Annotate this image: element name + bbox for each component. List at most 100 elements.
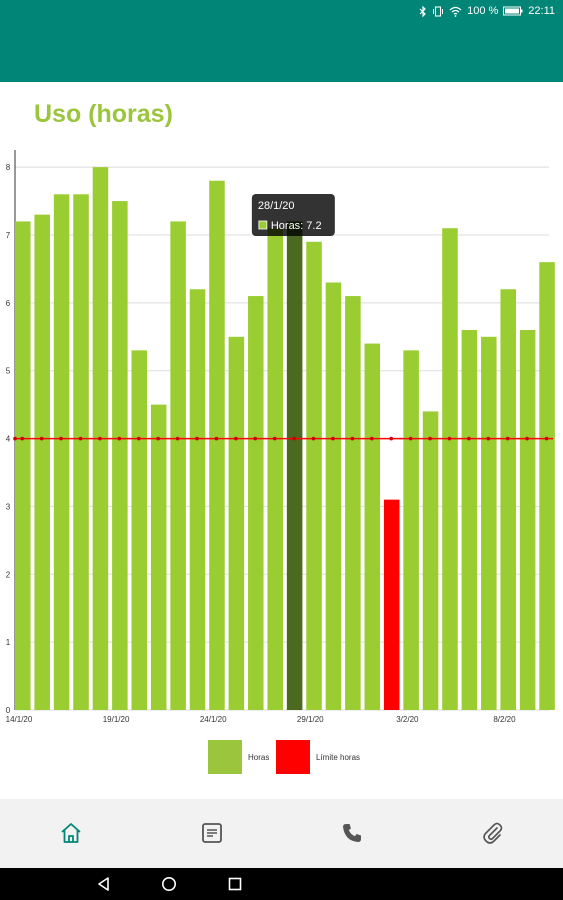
y-tick-label: 6 xyxy=(6,299,11,308)
recents-icon[interactable] xyxy=(227,876,243,892)
limit-point xyxy=(98,436,102,441)
legend-swatch-limite xyxy=(276,740,310,774)
bar[interactable] xyxy=(422,411,439,710)
bottom-navigation xyxy=(0,799,563,868)
limit-point xyxy=(214,436,219,441)
paperclip-icon xyxy=(483,822,503,844)
bar[interactable] xyxy=(248,296,264,710)
bar[interactable] xyxy=(34,214,50,710)
limit-point xyxy=(331,436,335,441)
limit-point xyxy=(525,436,529,441)
bar[interactable] xyxy=(209,180,225,710)
limit-point xyxy=(428,436,432,441)
limit-point xyxy=(20,436,25,441)
limit-point xyxy=(39,436,44,441)
tooltip: 28/1/20 Horas: 7.2 xyxy=(251,194,335,236)
bar[interactable] xyxy=(364,343,381,710)
limit-point xyxy=(369,436,374,441)
app-bar xyxy=(0,24,563,82)
limit-point xyxy=(505,436,510,441)
bar[interactable] xyxy=(170,221,186,710)
vibrate-icon xyxy=(433,5,444,17)
clock: 22:11 xyxy=(528,5,555,17)
home-icon xyxy=(61,823,81,843)
nav-notes-button[interactable] xyxy=(198,819,226,847)
limit-point xyxy=(544,436,549,441)
system-navigation-bar xyxy=(0,868,563,900)
bar[interactable] xyxy=(403,350,419,710)
limit-point xyxy=(389,436,394,441)
x-tick-label: 19/1/20 xyxy=(103,715,130,724)
limit-point xyxy=(13,436,17,441)
bar[interactable] xyxy=(112,201,128,711)
chart-legend: Horas Límite horas xyxy=(0,740,563,776)
limit-point xyxy=(59,436,63,441)
limit-point xyxy=(253,436,258,441)
battery-percent: 100 % xyxy=(467,5,499,17)
bar[interactable] xyxy=(131,350,148,710)
tooltip-date: 28/1/20 xyxy=(258,200,295,212)
bar[interactable] xyxy=(228,336,245,710)
x-tick-label: 14/1/20 xyxy=(6,715,33,724)
nav-attachments-button[interactable] xyxy=(479,819,507,847)
y-tick-label: 7 xyxy=(6,231,11,240)
limit-point xyxy=(195,436,199,441)
bar[interactable] xyxy=(519,330,536,710)
battery-icon xyxy=(503,6,523,16)
bar[interactable] xyxy=(267,228,283,710)
y-tick-label: 0 xyxy=(6,706,11,715)
legend-item-horas: Horas xyxy=(208,740,269,774)
x-tick-label: 8/2/20 xyxy=(493,715,516,724)
limit-point xyxy=(156,436,160,441)
tooltip-label: Horas: 7.2 xyxy=(271,220,322,232)
bar[interactable] xyxy=(500,289,516,710)
bar[interactable] xyxy=(150,404,167,710)
bar[interactable] xyxy=(53,194,70,710)
page-title: Uso (horas) xyxy=(34,100,173,128)
y-tick-label: 8 xyxy=(6,163,11,172)
y-tick-label: 3 xyxy=(6,502,11,511)
bar[interactable] xyxy=(73,194,89,710)
x-tick-label: 29/1/20 xyxy=(297,715,324,724)
legend-label-horas: Horas xyxy=(248,752,270,762)
limit-point xyxy=(292,436,296,441)
limit-point xyxy=(117,436,122,441)
bar[interactable] xyxy=(383,499,400,710)
bar[interactable] xyxy=(286,221,303,710)
bar[interactable] xyxy=(306,241,322,710)
tooltip-box xyxy=(251,194,335,236)
bar[interactable] xyxy=(481,336,497,710)
nav-home-button[interactable] xyxy=(57,819,85,847)
tooltip-swatch xyxy=(258,220,268,230)
bluetooth-icon xyxy=(419,5,426,17)
document-icon xyxy=(202,823,222,843)
home-circle-icon[interactable] xyxy=(161,876,177,892)
usage-bar-chart[interactable]: 0 1 2 3 4 5 6 7 8 14/1/20 19/1/20 24/1/20 29/1/20 3/2… xyxy=(0,140,563,740)
bar[interactable] xyxy=(15,221,31,710)
limit-point xyxy=(486,436,491,441)
legend-item-limite: Límite horas xyxy=(276,740,360,774)
bar[interactable] xyxy=(345,296,361,710)
limit-point xyxy=(467,436,471,441)
y-tick-label: 2 xyxy=(6,570,11,579)
limit-point xyxy=(311,436,316,441)
bar[interactable] xyxy=(325,282,342,711)
x-tick-label: 3/2/20 xyxy=(396,715,419,724)
y-tick-label: 4 xyxy=(6,435,11,444)
bar[interactable] xyxy=(461,330,478,710)
y-tick-label: 1 xyxy=(6,638,11,647)
limit-point xyxy=(175,436,180,441)
nav-calls-button[interactable] xyxy=(338,819,366,847)
limit-point xyxy=(447,436,452,441)
usage-chart[interactable]: 0 1 2 3 4 5 6 7 8 14/1/20 19/1/20 24/1/20 29/1/20 3/2… xyxy=(0,140,563,790)
status-bar: 100 % 22:11 xyxy=(0,0,563,24)
legend-swatch-horas xyxy=(208,740,242,774)
limit-point xyxy=(234,436,238,441)
y-tick-label: 5 xyxy=(6,367,11,376)
bar[interactable] xyxy=(442,228,458,710)
back-icon[interactable] xyxy=(96,876,112,892)
bar[interactable] xyxy=(539,262,555,710)
legend-label-limite: Límite horas xyxy=(316,752,361,762)
bar[interactable] xyxy=(189,289,206,710)
x-tick-label: 24/1/20 xyxy=(200,715,227,724)
